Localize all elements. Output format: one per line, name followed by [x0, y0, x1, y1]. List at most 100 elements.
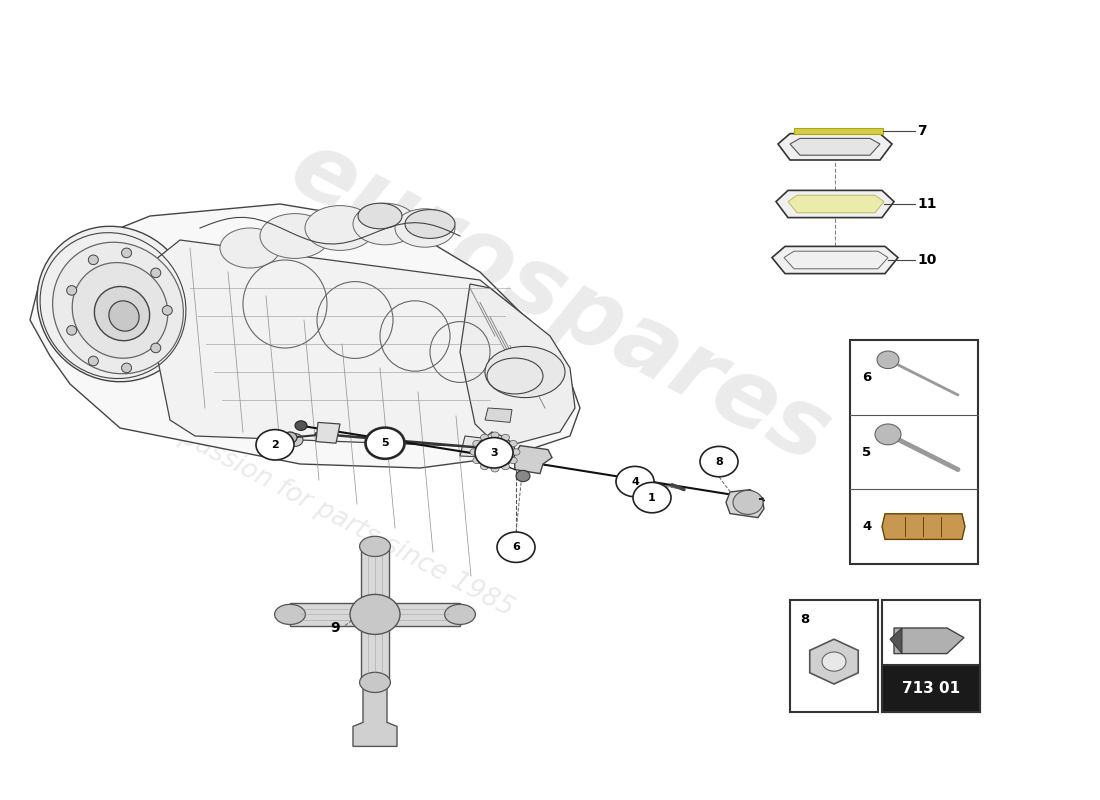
Ellipse shape [395, 209, 455, 247]
Ellipse shape [487, 358, 543, 394]
Circle shape [509, 458, 517, 464]
Text: 5: 5 [381, 437, 389, 450]
Polygon shape [361, 614, 389, 682]
Text: 2: 2 [271, 440, 279, 450]
Text: eurospares: eurospares [275, 122, 846, 484]
Ellipse shape [151, 343, 161, 353]
Circle shape [470, 449, 478, 455]
Polygon shape [776, 190, 894, 218]
Circle shape [733, 490, 763, 514]
Polygon shape [353, 682, 397, 746]
Polygon shape [810, 639, 858, 684]
Text: 3: 3 [491, 448, 498, 458]
Ellipse shape [353, 203, 417, 245]
Ellipse shape [485, 346, 565, 398]
Text: 6: 6 [862, 371, 871, 384]
FancyBboxPatch shape [790, 600, 878, 712]
Circle shape [632, 482, 671, 513]
Circle shape [491, 466, 499, 472]
Ellipse shape [73, 262, 168, 358]
Text: 1: 1 [648, 493, 656, 502]
Polygon shape [487, 432, 502, 467]
Circle shape [700, 446, 738, 477]
Text: 6: 6 [513, 542, 520, 552]
Polygon shape [790, 138, 880, 155]
Ellipse shape [109, 301, 139, 331]
Polygon shape [882, 514, 965, 539]
Text: 9: 9 [330, 621, 340, 635]
Circle shape [283, 432, 297, 443]
Circle shape [616, 466, 654, 497]
Polygon shape [460, 284, 575, 448]
Ellipse shape [151, 268, 161, 278]
Circle shape [481, 463, 488, 470]
Polygon shape [361, 546, 389, 614]
Polygon shape [460, 436, 498, 458]
Circle shape [491, 432, 499, 438]
Ellipse shape [37, 226, 192, 382]
Text: 11: 11 [917, 197, 936, 211]
Circle shape [481, 434, 488, 441]
Polygon shape [726, 490, 764, 518]
FancyBboxPatch shape [850, 340, 978, 564]
Circle shape [350, 594, 400, 634]
Circle shape [497, 532, 535, 562]
Polygon shape [890, 628, 902, 654]
Ellipse shape [122, 248, 132, 258]
Ellipse shape [358, 203, 402, 229]
Polygon shape [485, 408, 512, 422]
Circle shape [475, 438, 513, 468]
Polygon shape [514, 446, 552, 474]
Circle shape [287, 434, 303, 446]
Text: 8: 8 [800, 613, 810, 626]
Polygon shape [375, 603, 460, 626]
Ellipse shape [88, 255, 98, 265]
Ellipse shape [444, 604, 475, 625]
Polygon shape [778, 134, 892, 160]
Ellipse shape [122, 363, 132, 373]
Text: 10: 10 [917, 253, 936, 267]
Ellipse shape [95, 286, 150, 341]
Text: 8: 8 [715, 457, 723, 466]
Polygon shape [894, 628, 964, 654]
Circle shape [512, 449, 520, 455]
FancyBboxPatch shape [882, 600, 980, 712]
Circle shape [516, 470, 530, 482]
Circle shape [295, 421, 307, 430]
Circle shape [473, 458, 481, 464]
Polygon shape [140, 240, 560, 448]
Circle shape [473, 440, 481, 446]
Ellipse shape [360, 536, 390, 557]
Ellipse shape [67, 326, 77, 335]
Ellipse shape [220, 228, 280, 268]
FancyBboxPatch shape [882, 665, 980, 712]
Circle shape [877, 351, 899, 369]
Circle shape [365, 427, 405, 459]
Circle shape [502, 434, 509, 441]
Text: 4: 4 [862, 520, 871, 533]
Ellipse shape [67, 286, 77, 295]
Ellipse shape [88, 356, 98, 366]
Ellipse shape [405, 210, 455, 238]
Circle shape [483, 442, 507, 462]
Circle shape [256, 430, 294, 460]
Text: a passion for parts since 1985: a passion for parts since 1985 [154, 412, 518, 622]
Text: 5: 5 [382, 438, 388, 448]
Ellipse shape [360, 672, 390, 693]
Polygon shape [794, 128, 883, 134]
Text: 713 01: 713 01 [902, 681, 960, 696]
Circle shape [822, 652, 846, 671]
Polygon shape [30, 204, 580, 468]
Ellipse shape [260, 214, 330, 258]
Circle shape [475, 436, 515, 468]
Ellipse shape [163, 306, 173, 315]
Polygon shape [316, 422, 340, 443]
Ellipse shape [275, 604, 306, 625]
Text: 4: 4 [631, 477, 639, 486]
Text: 7: 7 [917, 124, 926, 138]
Circle shape [366, 428, 404, 458]
Circle shape [874, 424, 901, 445]
Polygon shape [290, 603, 375, 626]
Ellipse shape [305, 206, 375, 250]
Polygon shape [772, 246, 898, 274]
